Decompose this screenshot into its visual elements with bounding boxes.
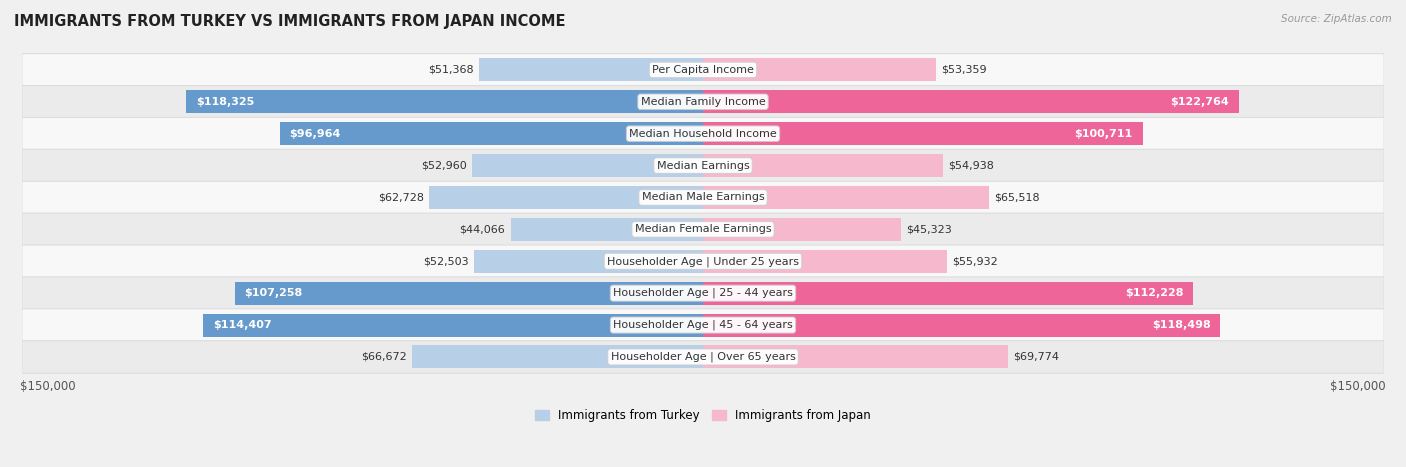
Text: Per Capita Income: Per Capita Income: [652, 65, 754, 75]
Text: $66,672: $66,672: [361, 352, 406, 362]
Bar: [412, 346, 703, 368]
Text: $51,368: $51,368: [427, 65, 474, 75]
FancyBboxPatch shape: [22, 54, 1384, 86]
Text: Median Female Earnings: Median Female Earnings: [634, 224, 772, 234]
Text: Median Household Income: Median Household Income: [628, 129, 778, 139]
Bar: [703, 250, 948, 273]
Bar: [204, 313, 703, 337]
Bar: [478, 58, 703, 81]
Text: $122,764: $122,764: [1170, 97, 1229, 107]
Text: $62,728: $62,728: [378, 192, 423, 203]
Bar: [703, 90, 1239, 113]
Bar: [235, 282, 703, 304]
Text: $118,498: $118,498: [1152, 320, 1211, 330]
Text: $69,774: $69,774: [1012, 352, 1059, 362]
Legend: Immigrants from Turkey, Immigrants from Japan: Immigrants from Turkey, Immigrants from …: [530, 404, 876, 426]
FancyBboxPatch shape: [22, 85, 1384, 118]
Text: $55,932: $55,932: [952, 256, 998, 266]
Bar: [703, 186, 988, 209]
Text: $52,503: $52,503: [423, 256, 468, 266]
FancyBboxPatch shape: [22, 309, 1384, 341]
Text: $114,407: $114,407: [214, 320, 271, 330]
Bar: [703, 313, 1220, 337]
Text: $96,964: $96,964: [290, 129, 340, 139]
Text: Median Family Income: Median Family Income: [641, 97, 765, 107]
FancyBboxPatch shape: [22, 149, 1384, 182]
Bar: [703, 58, 936, 81]
Text: $107,258: $107,258: [245, 288, 302, 298]
Text: $53,359: $53,359: [941, 65, 987, 75]
Text: Householder Age | 45 - 64 years: Householder Age | 45 - 64 years: [613, 320, 793, 330]
Bar: [187, 90, 703, 113]
FancyBboxPatch shape: [22, 245, 1384, 277]
Text: Median Earnings: Median Earnings: [657, 161, 749, 170]
Text: Householder Age | Over 65 years: Householder Age | Over 65 years: [610, 352, 796, 362]
Bar: [474, 250, 703, 273]
Text: $65,518: $65,518: [994, 192, 1040, 203]
FancyBboxPatch shape: [22, 277, 1384, 310]
Bar: [703, 122, 1143, 145]
Text: Median Male Earnings: Median Male Earnings: [641, 192, 765, 203]
Text: Source: ZipAtlas.com: Source: ZipAtlas.com: [1281, 14, 1392, 24]
Bar: [703, 154, 943, 177]
Bar: [703, 218, 901, 241]
Bar: [703, 282, 1194, 304]
Text: $44,066: $44,066: [460, 224, 505, 234]
Text: $118,325: $118,325: [197, 97, 254, 107]
FancyBboxPatch shape: [22, 341, 1384, 373]
Bar: [472, 154, 703, 177]
Bar: [429, 186, 703, 209]
Bar: [510, 218, 703, 241]
Text: IMMIGRANTS FROM TURKEY VS IMMIGRANTS FROM JAPAN INCOME: IMMIGRANTS FROM TURKEY VS IMMIGRANTS FRO…: [14, 14, 565, 29]
Text: $112,228: $112,228: [1125, 288, 1184, 298]
Text: Householder Age | Under 25 years: Householder Age | Under 25 years: [607, 256, 799, 267]
FancyBboxPatch shape: [22, 181, 1384, 214]
Text: $52,960: $52,960: [420, 161, 467, 170]
Bar: [280, 122, 703, 145]
Bar: [703, 346, 1008, 368]
FancyBboxPatch shape: [22, 213, 1384, 246]
FancyBboxPatch shape: [22, 117, 1384, 150]
Text: $100,711: $100,711: [1074, 129, 1133, 139]
Text: Householder Age | 25 - 44 years: Householder Age | 25 - 44 years: [613, 288, 793, 298]
Text: $54,938: $54,938: [948, 161, 994, 170]
Text: $45,323: $45,323: [905, 224, 952, 234]
